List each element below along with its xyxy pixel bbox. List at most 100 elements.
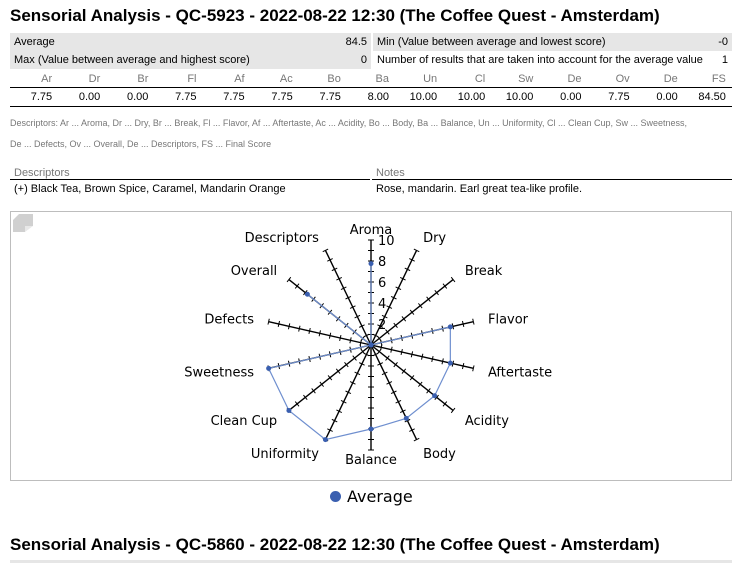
series-average-point bbox=[304, 291, 310, 297]
radar-tick-mark bbox=[413, 437, 420, 442]
chart-legend: Average bbox=[330, 487, 413, 506]
radar-tick-mark bbox=[393, 322, 398, 329]
score-header-cell: De bbox=[567, 73, 582, 85]
average-value: 84.5 bbox=[345, 36, 367, 48]
next-summary-row bbox=[10, 560, 732, 563]
series-average-point bbox=[368, 342, 374, 348]
score-value-cell: 8.00 bbox=[367, 91, 389, 103]
radar-tick-mark bbox=[390, 390, 397, 395]
radar-tick-mark bbox=[340, 400, 347, 404]
radar-category-label: Descriptors bbox=[245, 231, 320, 246]
radar-tick-mark bbox=[303, 394, 308, 401]
radar-tick-mark bbox=[358, 362, 365, 366]
descriptors-notes-header: Descriptors Notes bbox=[10, 167, 732, 180]
abbreviation-legend-line1: Descriptors: Ar ... Aroma, Dr ... Dry, B… bbox=[10, 118, 688, 128]
series-average-line bbox=[267, 263, 451, 441]
radar-tick-mark bbox=[311, 388, 316, 394]
score-value-cell: 0.00 bbox=[126, 91, 149, 103]
radar-tick-mark bbox=[381, 314, 388, 319]
score-value-cell: 7.75 bbox=[271, 91, 293, 103]
series-average-point bbox=[266, 365, 272, 371]
score-value-cell: 0.00 bbox=[560, 91, 582, 103]
next-report-title: Sensorial Analysis - QC-5860 - 2022-08-2… bbox=[10, 535, 660, 554]
radar-tick-mark bbox=[434, 394, 439, 401]
score-header-cell: Ov bbox=[615, 73, 630, 85]
radar-tick-mark bbox=[318, 330, 321, 337]
radar-category-label: Aftertaste bbox=[488, 366, 552, 381]
radar-category-label: Clean Cup bbox=[211, 414, 278, 429]
radar-tick-mark bbox=[426, 388, 431, 394]
scores-value-row: 7.75 0.00 0.00 7.75 7.75 7.75 7.75 8.00 10.00 10.… bbox=[10, 87, 732, 107]
radar-tick-mark bbox=[451, 360, 455, 367]
descriptors-notes-values: (+) Black Tea, Brown Spice, Caramel, Man… bbox=[10, 180, 732, 198]
radar-tick-mark bbox=[404, 418, 411, 423]
radar-category-label: Flavor bbox=[488, 312, 529, 327]
radar-tick-mark bbox=[358, 324, 365, 328]
radar-tick-label: 8 bbox=[378, 255, 386, 270]
min-value: -0 bbox=[718, 36, 728, 48]
radar-tick-mark bbox=[461, 320, 465, 328]
summary-cell-left: Max (Value between average and highest s… bbox=[10, 51, 371, 69]
radar-tick-mark bbox=[461, 362, 465, 370]
radar-tick-mark bbox=[327, 375, 333, 381]
radar-tick-mark bbox=[431, 355, 434, 363]
radar-tick-mark bbox=[322, 248, 329, 253]
radar-tick-mark bbox=[287, 323, 291, 330]
radar-category-label: Defects bbox=[204, 312, 254, 327]
series-average-point bbox=[322, 437, 328, 443]
radar-tick-mark bbox=[340, 286, 347, 290]
radar-tick-mark bbox=[328, 332, 332, 339]
radar-tick-mark bbox=[386, 305, 393, 309]
radar-tick-mark bbox=[399, 277, 406, 281]
radar-tick-mark bbox=[385, 329, 390, 335]
radar-tick-label: 6 bbox=[378, 276, 386, 291]
radar-tick-mark bbox=[409, 258, 415, 262]
series-average-point bbox=[447, 324, 453, 330]
radar-tick-mark bbox=[417, 381, 423, 387]
abbreviation-legend-line2: De ... Defects, Ov ... Overall, De ... D… bbox=[10, 139, 272, 149]
radar-category-label: Break bbox=[465, 264, 503, 279]
radar-tick-mark bbox=[401, 368, 407, 374]
radar-tick-mark bbox=[294, 283, 300, 289]
series-average-point bbox=[286, 407, 292, 413]
score-header-cell: Ar bbox=[41, 73, 53, 85]
radar-category-label: Sweetness bbox=[184, 366, 254, 381]
radar-tick-mark bbox=[354, 314, 361, 319]
radar-tick-mark bbox=[336, 409, 343, 413]
radar-tick-mark bbox=[349, 305, 356, 309]
descriptors-value: (+) Black Tea, Brown Spice, Caramel, Man… bbox=[14, 183, 286, 195]
radar-category-label: Balance bbox=[345, 453, 397, 468]
radar-tick-mark bbox=[385, 355, 390, 361]
chart-logo-icon bbox=[13, 214, 33, 232]
summary-row: Max (Value between average and highest s… bbox=[10, 51, 732, 69]
scores-header-row: Ar Dr Br Fl Af Ac Bo Ba Un Cl Sw De Ov De FS bbox=[10, 72, 732, 87]
radar-category-label: Uniformity bbox=[251, 447, 319, 462]
radar-tick-mark bbox=[377, 362, 384, 366]
summary-cell-left: Average 84.5 bbox=[10, 33, 371, 51]
score-header-cell: De bbox=[663, 73, 678, 85]
score-value-cell: 7.75 bbox=[223, 91, 245, 103]
report-title: Sensorial Analysis - QC-5923 - 2022-08-2… bbox=[10, 6, 660, 25]
score-value-cell: 7.75 bbox=[30, 91, 53, 103]
score-header-cell: Bo bbox=[327, 73, 341, 85]
radar-tick-mark bbox=[303, 289, 308, 296]
radar-tick-mark bbox=[399, 409, 406, 413]
radar-category-label: Overall bbox=[231, 264, 277, 279]
radar-tick-mark bbox=[421, 353, 424, 360]
legend-swatch bbox=[330, 491, 341, 502]
radar-tick-mark bbox=[400, 348, 403, 356]
radar-category-label: Dry bbox=[423, 231, 446, 246]
series-average-point bbox=[368, 261, 374, 267]
radar-tick-label: 2 bbox=[378, 318, 386, 333]
radar-chart-panel: 2 4 6 8 10 Aroma Dry Break Flavor Aftertaste Acidi… bbox=[10, 211, 732, 481]
radar-tick-mark bbox=[345, 295, 352, 300]
radar-tick-mark bbox=[401, 316, 407, 322]
score-header-cell: FS bbox=[711, 73, 726, 85]
radar-tick-mark bbox=[409, 428, 415, 432]
series-average-point bbox=[447, 360, 453, 366]
radar-tick-mark bbox=[363, 333, 370, 338]
max-label: Max (Value between average and highest s… bbox=[14, 54, 250, 66]
score-value-cell: 10.00 bbox=[457, 91, 486, 103]
radar-tick-mark bbox=[381, 371, 388, 376]
